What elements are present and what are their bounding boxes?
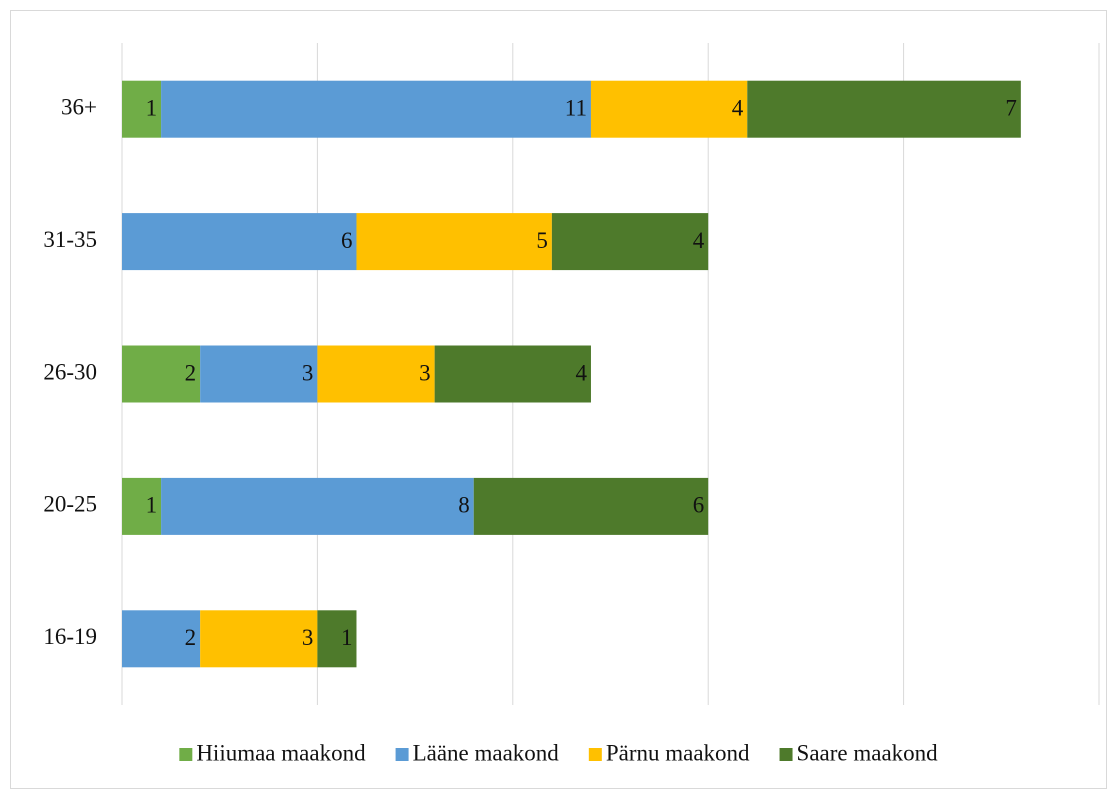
data-label: 11 <box>565 95 587 120</box>
bar-segment <box>356 213 552 271</box>
bar-segment <box>122 477 162 535</box>
legend-swatch <box>779 748 793 761</box>
y-tick-label: 16-19 <box>43 624 97 649</box>
bar-segment <box>317 610 357 668</box>
data-label: 3 <box>302 360 314 385</box>
y-tick-label: 31-35 <box>43 227 97 252</box>
data-label: 4 <box>693 228 705 253</box>
data-label: 4 <box>575 360 587 385</box>
legend-swatch <box>395 748 409 761</box>
bar-segment <box>200 610 318 668</box>
bar-segment <box>747 80 1021 138</box>
bar-segment <box>161 477 474 535</box>
data-label: 2 <box>185 360 197 385</box>
data-label: 4 <box>732 95 744 120</box>
bar-segment <box>122 80 162 138</box>
data-label: 1 <box>146 95 158 120</box>
data-label: 2 <box>185 625 197 650</box>
bar-segment <box>200 345 318 403</box>
data-label: 7 <box>1005 95 1017 120</box>
y-tick-label: 26-30 <box>43 359 97 384</box>
legend-label: Hiiumaa maakond <box>196 740 366 765</box>
legend-label: Saare maakond <box>797 740 939 765</box>
bar-segment <box>161 80 591 138</box>
data-label: 1 <box>341 625 353 650</box>
legend-label: Lääne maakond <box>413 740 560 765</box>
bar-segment <box>317 345 435 403</box>
legend-swatch <box>588 748 602 761</box>
bar-segment <box>551 213 709 271</box>
data-label: 3 <box>419 360 431 385</box>
legend-swatch <box>179 748 193 761</box>
bar-segment <box>590 80 748 138</box>
bar-segment <box>434 345 591 403</box>
bar-segment <box>473 477 709 535</box>
bar-segment <box>122 610 201 668</box>
data-label: 8 <box>458 493 470 518</box>
y-tick-label: 36+ <box>61 94 97 119</box>
bar-segment <box>122 345 201 403</box>
bar-segment <box>122 213 357 271</box>
y-tick-label: 20-25 <box>43 492 97 517</box>
data-label: 6 <box>693 493 705 518</box>
legend-label: Pärnu maakond <box>606 740 750 765</box>
data-label: 5 <box>536 228 548 253</box>
data-label: 3 <box>302 625 314 650</box>
data-label: 6 <box>341 228 353 253</box>
data-label: 1 <box>146 493 158 518</box>
